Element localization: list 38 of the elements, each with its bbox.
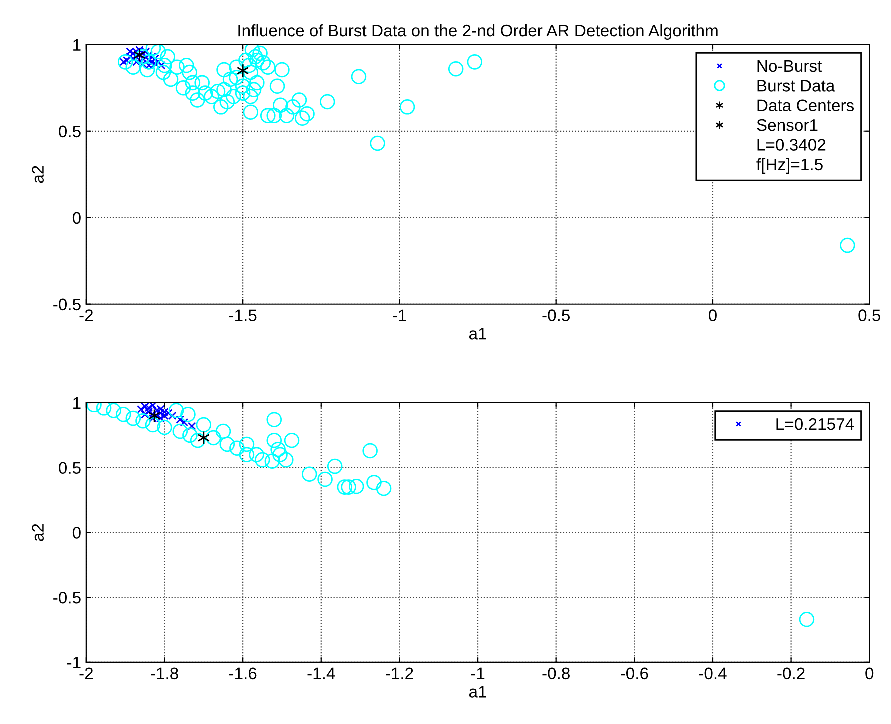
y-tick-label: 0	[72, 212, 81, 224]
x-axis-title: a1	[469, 328, 486, 340]
legend-label: Data Centers	[758, 100, 854, 112]
y-axis-title: a2	[32, 524, 44, 542]
y-tick-label: 1	[74, 398, 81, 410]
x-tick-label: -1	[393, 310, 406, 322]
chart-title: Influence of Burst Data on the 2-nd Order AR Detection Algorithm	[238, 24, 718, 40]
x-tick-label: 0.5	[858, 310, 881, 322]
y-axis-title: a2	[32, 166, 44, 184]
x-tick-label: -1.5	[229, 310, 257, 322]
x-tick-label: -1.4	[308, 668, 336, 680]
x-tick-label: -1.8	[151, 668, 178, 680]
x-tick-label: -0.6	[621, 668, 648, 680]
annotation: f[Hz]=1.5	[756, 158, 823, 174]
x-tick-label: -0.4	[699, 668, 727, 680]
x-tick-label: -1.2	[386, 668, 414, 680]
y-tick-label: -0.5	[54, 298, 81, 311]
y-tick-label: 1	[74, 39, 81, 51]
x-tick-label: -0.5	[542, 310, 570, 322]
annotation: L=0.3402	[758, 139, 826, 151]
x-tick-label: 0	[708, 310, 717, 322]
x-tick-label: -2	[80, 668, 93, 680]
legend-label: Sensor1	[757, 119, 818, 132]
y-tick-label: 0.5	[59, 126, 81, 138]
x-tick-label: -0.2	[778, 668, 805, 680]
legend-label: No-Burst	[758, 60, 822, 72]
x-tick-label: -1	[471, 668, 485, 680]
x-tick-label: -0.8	[542, 668, 570, 680]
x-axis-title: a1	[469, 686, 486, 698]
legend-label: L=0.21574	[776, 418, 854, 430]
y-tick-label: -1	[67, 657, 81, 668]
x-tick-label: -1.6	[229, 668, 257, 680]
y-tick-label: -0.5	[54, 592, 81, 604]
y-tick-label: 0.5	[59, 462, 81, 474]
y-tick-label: 0	[72, 527, 81, 539]
x-tick-label: -2	[80, 310, 93, 322]
x-tick-label: 0	[866, 668, 874, 680]
legend-label: Burst Data	[758, 80, 836, 92]
